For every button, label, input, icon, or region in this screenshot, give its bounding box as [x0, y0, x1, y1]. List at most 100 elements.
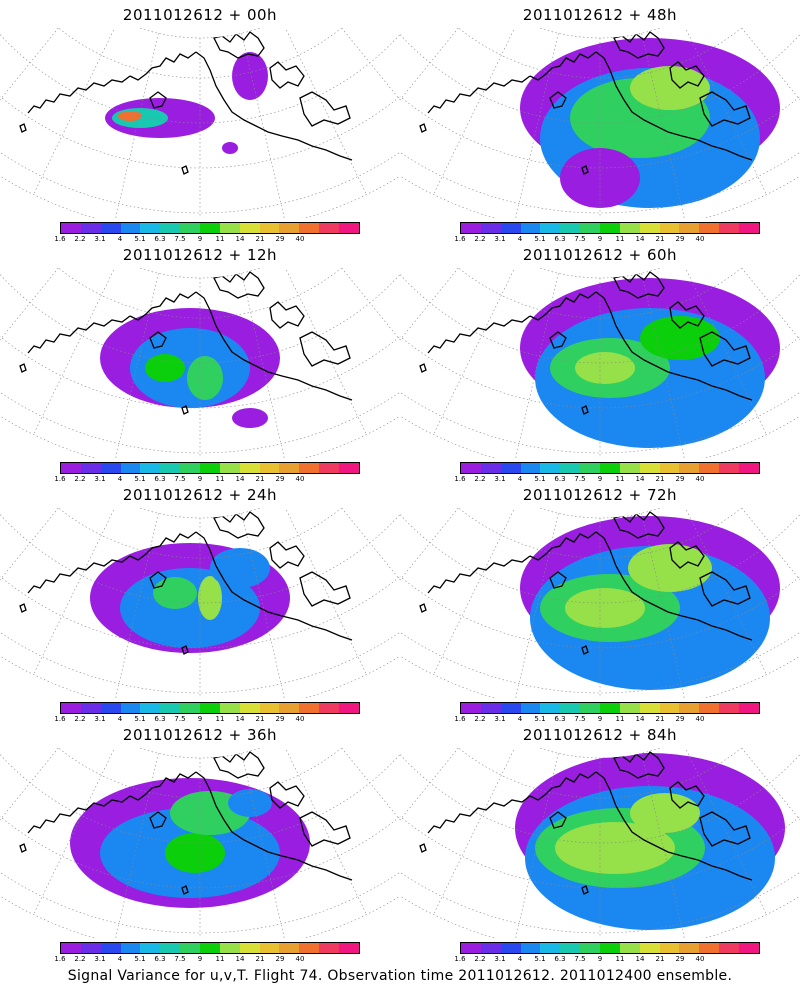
colorbar-tick-label: 14 [235, 475, 245, 483]
colorbar-tick-label: 14 [235, 715, 245, 723]
variance-map [400, 508, 800, 698]
colorbar-box [319, 223, 340, 233]
coastline [19, 751, 353, 895]
colorbar-tick-label: 4 [117, 715, 123, 723]
coastline [419, 751, 753, 895]
variance-contour [630, 793, 700, 833]
colorbar-tick-label: 14 [235, 955, 245, 963]
colorbar-tick-label: 1.6 [54, 715, 66, 723]
colorbar-box [219, 703, 240, 713]
colorbar-box [219, 943, 240, 953]
colorbar-box [80, 223, 101, 233]
colorbar-box [461, 943, 481, 953]
colorbar-box [61, 463, 81, 473]
colorbar-tick-label: 1.6 [54, 955, 66, 963]
colorbar-box [480, 223, 501, 233]
variance-contour [210, 548, 270, 588]
variance-map [0, 28, 400, 218]
colorbar-box [600, 943, 620, 953]
map-panel: 2011012612 + 60h 1.6 2.2 3.1 4 5.1 6.3 7.5 9 11 14… [400, 240, 800, 485]
colorbar-tick-label: 14 [635, 235, 645, 243]
variance-contour [630, 66, 710, 110]
panel-title: 2011012612 + 12h [122, 246, 278, 264]
colorbar-tick-label: 21 [255, 955, 265, 963]
colorbar-tick-label: 3.1 [494, 715, 506, 723]
colorbar-box [619, 703, 640, 713]
variance-contour [565, 588, 645, 628]
colorbar-box [580, 703, 601, 713]
colorbar-tick-label: 11 [615, 475, 625, 483]
colorbar-tick-label: 4 [517, 955, 523, 963]
colorbar-tick-label: 2.2 [74, 475, 86, 483]
colorbar-tick-label: 21 [255, 235, 265, 243]
colorbar-tick-label: 3.1 [494, 475, 506, 483]
colorbar-box [339, 943, 359, 953]
colorbar-box [679, 943, 700, 953]
colorbar-tick-label: 1.6 [454, 955, 466, 963]
colorbar-tick-label: 21 [655, 715, 665, 723]
colorbar-box [200, 463, 220, 473]
colorbar-tick-label: 29 [275, 235, 285, 243]
colorbar-box [299, 463, 320, 473]
colorbar-box [239, 943, 260, 953]
colorbar-box [659, 703, 680, 713]
colorbar-box [639, 943, 660, 953]
colorbar-box [160, 703, 181, 713]
colorbar-tick-label: 11 [215, 475, 225, 483]
colorbar-tick-label: 21 [255, 475, 265, 483]
colorbar-box [80, 943, 101, 953]
colorbar-box [259, 943, 280, 953]
map-panel: 2011012612 + 72h 1.6 2.2 3.1 4 5.1 6.3 7.5 9 11 14… [400, 480, 800, 725]
variance-contour [222, 142, 238, 154]
colorbar-box [699, 943, 720, 953]
colorbar-box [239, 703, 260, 713]
colorbar-box [200, 943, 220, 953]
colorbar-tick-label: 1.6 [454, 475, 466, 483]
graticule [0, 28, 400, 218]
variance-contour [232, 52, 268, 100]
colorbar-tick-label: 3.1 [94, 955, 106, 963]
colorbar-box [739, 223, 759, 233]
colorbar-box [259, 463, 280, 473]
colorbar-tick-label: 21 [655, 475, 665, 483]
colorbar-box [100, 943, 121, 953]
colorbar: 1.6 2.2 3.1 4 5.1 6.3 7.5 9 11 14 21 29 40 [54, 462, 360, 484]
variance-map [0, 508, 400, 698]
colorbar-tick-label: 2.2 [474, 955, 486, 963]
colorbar-box [180, 223, 201, 233]
colorbar-tick-label: 7.5 [174, 715, 186, 723]
colorbar-box [560, 463, 581, 473]
colorbar-tick-label: 7.5 [174, 475, 186, 483]
colorbar-tick-label: 11 [215, 715, 225, 723]
colorbar-box [600, 463, 620, 473]
colorbar-tick-label: 14 [635, 475, 645, 483]
colorbar-box [180, 703, 201, 713]
colorbar-tick-label: 5.1 [534, 235, 546, 243]
colorbar-tick-label: 11 [215, 955, 225, 963]
colorbar-box [699, 223, 720, 233]
panel-title: 2011012612 + 36h [122, 726, 278, 744]
colorbar-tick-label: 3.1 [494, 955, 506, 963]
colorbar-box [500, 943, 521, 953]
colorbar-tick-label: 2.2 [474, 715, 486, 723]
colorbar: 1.6 2.2 3.1 4 5.1 6.3 7.5 9 11 14 21 29 40 [454, 462, 760, 484]
colorbar-tick-label: 1.6 [54, 235, 66, 243]
colorbar-tick-label: 4 [517, 475, 523, 483]
coastline [419, 31, 753, 175]
panel-title: 2011012612 + 24h [122, 486, 278, 504]
colorbar: 1.6 2.2 3.1 4 5.1 6.3 7.5 9 11 14 21 29 40 [454, 702, 760, 724]
colorbar-tick-label: 3.1 [494, 235, 506, 243]
colorbar-tick-label: 5.1 [534, 475, 546, 483]
colorbar-box [580, 943, 601, 953]
colorbar-tick-label: 3.1 [94, 235, 106, 243]
colorbar-box [200, 223, 220, 233]
graticule [400, 28, 800, 218]
map-panel: 2011012612 + 48h 1.6 2.2 3.1 4 5.1 6.3 7.5 9 11 14… [400, 0, 800, 245]
colorbar-tick-label: 9 [597, 955, 603, 963]
colorbar-tick-label: 21 [655, 955, 665, 963]
colorbar-box [480, 703, 501, 713]
panel-title: 2011012612 + 48h [522, 6, 678, 24]
variance-map [400, 268, 800, 458]
colorbar-tick-label: 21 [655, 235, 665, 243]
colorbar-tick-label: 40 [295, 955, 305, 963]
